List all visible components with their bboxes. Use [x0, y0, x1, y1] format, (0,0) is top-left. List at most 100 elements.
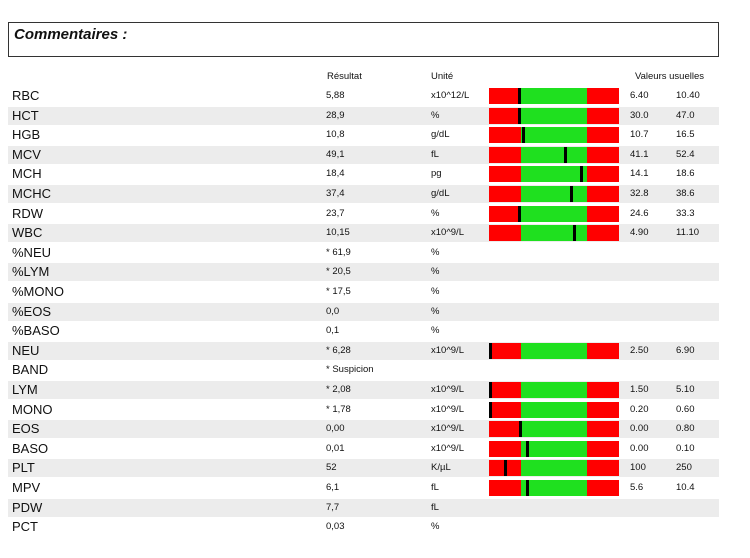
out-of-range-segment: [489, 401, 521, 418]
reference-low: 0.00: [630, 423, 649, 435]
header-result: Résultat: [327, 71, 362, 82]
table-row: WBC 10,15 x10^9/L 4.90 11.10: [8, 224, 719, 243]
unit-label: %: [431, 207, 440, 219]
reference-high: 38.6: [676, 188, 695, 199]
value-marker: [570, 186, 573, 202]
range-gauge: [489, 421, 619, 438]
result-value: 0,00: [326, 423, 345, 435]
result-value: * 6,28: [326, 344, 351, 356]
reference-high: 11.10: [676, 227, 700, 239]
parameter-name: RBC: [12, 88, 40, 103]
reference-low: 41.1: [630, 148, 649, 160]
out-of-range-segment: [489, 480, 521, 496]
unit-label: K/µL: [431, 462, 451, 474]
result-value: * 1,78: [326, 403, 351, 415]
value-marker: [489, 342, 492, 359]
reference-low: 14.1: [630, 168, 649, 180]
table-row: PCT 0,03%: [8, 518, 719, 536]
parameter-name: NEU: [12, 342, 40, 358]
table-row: RDW 23,7% 24.6 33.3: [8, 205, 719, 223]
unit-label: %: [431, 325, 440, 337]
range-gauge: [489, 107, 619, 124]
unit-label: %: [431, 266, 440, 278]
table-row: PLT 52 K/µL 100 250: [8, 459, 719, 478]
reference-high: 16.5: [676, 129, 695, 141]
range-gauge: [489, 342, 619, 359]
table-row: %EOS 0,0%: [8, 302, 719, 321]
parameter-name: BASO: [12, 440, 49, 456]
value-marker: [526, 440, 529, 457]
out-of-range-segment: [587, 460, 619, 477]
reference-low: 30.0: [630, 109, 649, 121]
range-gauge: [489, 440, 619, 457]
parameter-name: HCT: [12, 107, 39, 123]
reference-high: 0.10: [676, 442, 695, 454]
table-row: BAND * Suspicion: [8, 361, 719, 379]
normal-range-segment: [521, 127, 587, 144]
out-of-range-segment: [489, 127, 521, 144]
out-of-range-segment: [489, 342, 521, 359]
parameter-name: %NEU: [12, 244, 52, 260]
parameter-name: %EOS: [12, 303, 52, 319]
table-row: %BASO 0,1%: [8, 322, 719, 340]
parameter-name: MONO: [12, 401, 53, 417]
out-of-range-segment: [587, 440, 619, 457]
value-marker: [518, 107, 521, 124]
header-unit: Unité: [431, 71, 454, 82]
value-marker: [580, 166, 583, 183]
unit-label: %: [431, 305, 440, 317]
reference-low: 10.7: [630, 129, 649, 141]
table-row: HGB 10,8 g/dL 10.7 16.5: [8, 126, 719, 144]
table-row: NEU * 6,28 x10^9/L 2.50 6.90: [8, 341, 719, 360]
reference-low: 6.40: [630, 90, 649, 101]
table-row: HCT 28,9% 30.0 47.0: [8, 106, 719, 125]
result-value: * 17,5: [326, 286, 351, 297]
parameter-name: PCT: [12, 519, 38, 535]
reference-high: 47.0: [676, 109, 695, 121]
parameter-name: BAND: [12, 362, 49, 378]
unit-label: x10^9/L: [431, 442, 464, 454]
table-row: RBC 5,88 x10^12/L 6.40 10.40: [8, 87, 719, 105]
comments-title: Commentaires :: [14, 26, 128, 43]
result-value: 0,01: [326, 442, 345, 454]
value-marker: [504, 460, 507, 477]
result-value: 6,1: [326, 482, 340, 493]
normal-range-segment: [521, 146, 587, 163]
reference-low: 100: [630, 462, 646, 474]
table-row: MCH 18,4 pg 14.1 18.6: [8, 165, 719, 183]
result-value: 18,4: [326, 168, 345, 180]
table-row: BASO 0,01 x10^9/L 0.00 0.10: [8, 440, 719, 458]
reference-high: 250: [676, 462, 692, 474]
value-marker: [522, 127, 525, 144]
result-value: 0,03: [326, 521, 345, 533]
unit-label: fL: [431, 482, 439, 493]
range-gauge: [489, 166, 619, 183]
value-marker: [518, 88, 521, 104]
range-gauge: [489, 205, 619, 222]
out-of-range-segment: [489, 88, 521, 104]
value-marker: [519, 421, 522, 438]
reference-high: 52.4: [676, 148, 695, 160]
normal-range-segment: [521, 382, 587, 398]
reference-high: 6.90: [676, 344, 695, 356]
normal-range-segment: [521, 107, 587, 124]
reference-low: 5.6: [630, 482, 644, 493]
range-gauge: [489, 146, 619, 163]
out-of-range-segment: [587, 382, 619, 398]
reference-low: 24.6: [630, 207, 649, 219]
parameter-name: %BASO: [12, 323, 60, 339]
parameter-name: MCHC: [12, 186, 51, 201]
result-value: 10,15: [326, 227, 350, 239]
reference-high: 0.80: [676, 423, 695, 435]
comments-box: Commentaires :: [8, 22, 719, 57]
unit-label: fL: [431, 501, 439, 513]
out-of-range-segment: [587, 342, 619, 359]
unit-label: pg: [431, 168, 442, 180]
value-marker: [564, 146, 567, 163]
range-gauge: [489, 401, 619, 418]
normal-range-segment: [521, 186, 587, 202]
range-gauge: [489, 460, 619, 477]
header-reference: Valeurs usuelles: [635, 71, 705, 82]
result-value: * Suspicion: [326, 364, 374, 376]
reference-low: 0.00: [630, 442, 649, 454]
